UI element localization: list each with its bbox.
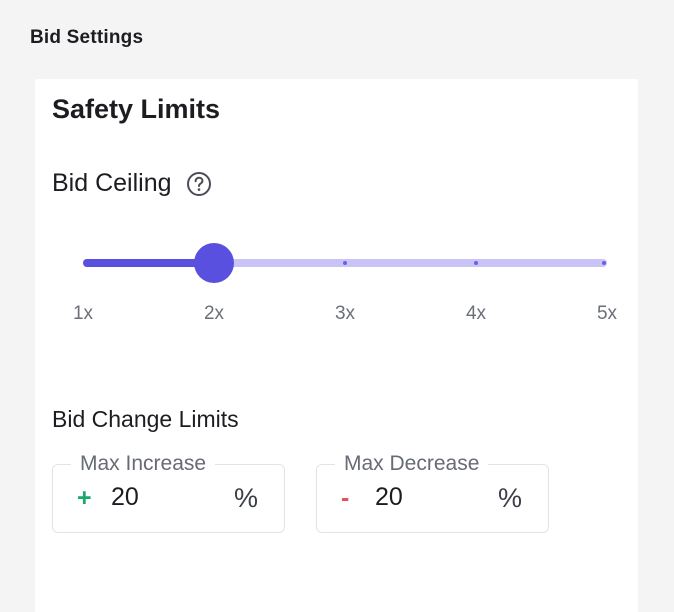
percent-unit: % [233, 483, 258, 513]
slider-tick-label: 4x [465, 303, 487, 324]
max-decrease-input[interactable] [375, 480, 465, 514]
bid-ceiling-header: Bid Ceiling [52, 169, 212, 198]
bid-ceiling-slider[interactable] [83, 243, 607, 283]
safety-limits-card: Safety Limits Bid Ceiling 1x 2x 3x 4x 5x Bid… [35, 79, 638, 612]
slider-thumb[interactable] [194, 243, 234, 283]
page-title: Bid Settings [30, 27, 144, 48]
max-increase-input[interactable] [111, 480, 201, 514]
slider-tick-label: 3x [334, 303, 356, 324]
max-decrease-label: Max Decrease [335, 452, 489, 476]
max-decrease-field[interactable]: Max Decrease - % [316, 452, 549, 533]
slider-tick-dot [343, 261, 347, 265]
slider-tick-dot [602, 261, 606, 265]
slider-fill [83, 259, 218, 267]
bid-change-limits-title: Bid Change Limits [52, 406, 239, 432]
slider-tick-label: 2x [203, 303, 225, 324]
slider-tick-dot [474, 261, 478, 265]
plus-icon: + [77, 484, 92, 512]
max-increase-label: Max Increase [71, 452, 216, 476]
bid-ceiling-label: Bid Ceiling [52, 169, 172, 197]
slider-tick-label: 5x [596, 303, 618, 324]
max-increase-field[interactable]: Max Increase + % [52, 452, 285, 533]
percent-unit: % [497, 483, 522, 513]
slider-tick-label: 1x [72, 303, 94, 324]
question-circle-icon[interactable] [186, 171, 212, 197]
minus-icon: - [341, 484, 350, 512]
safety-limits-title: Safety Limits [52, 94, 221, 124]
